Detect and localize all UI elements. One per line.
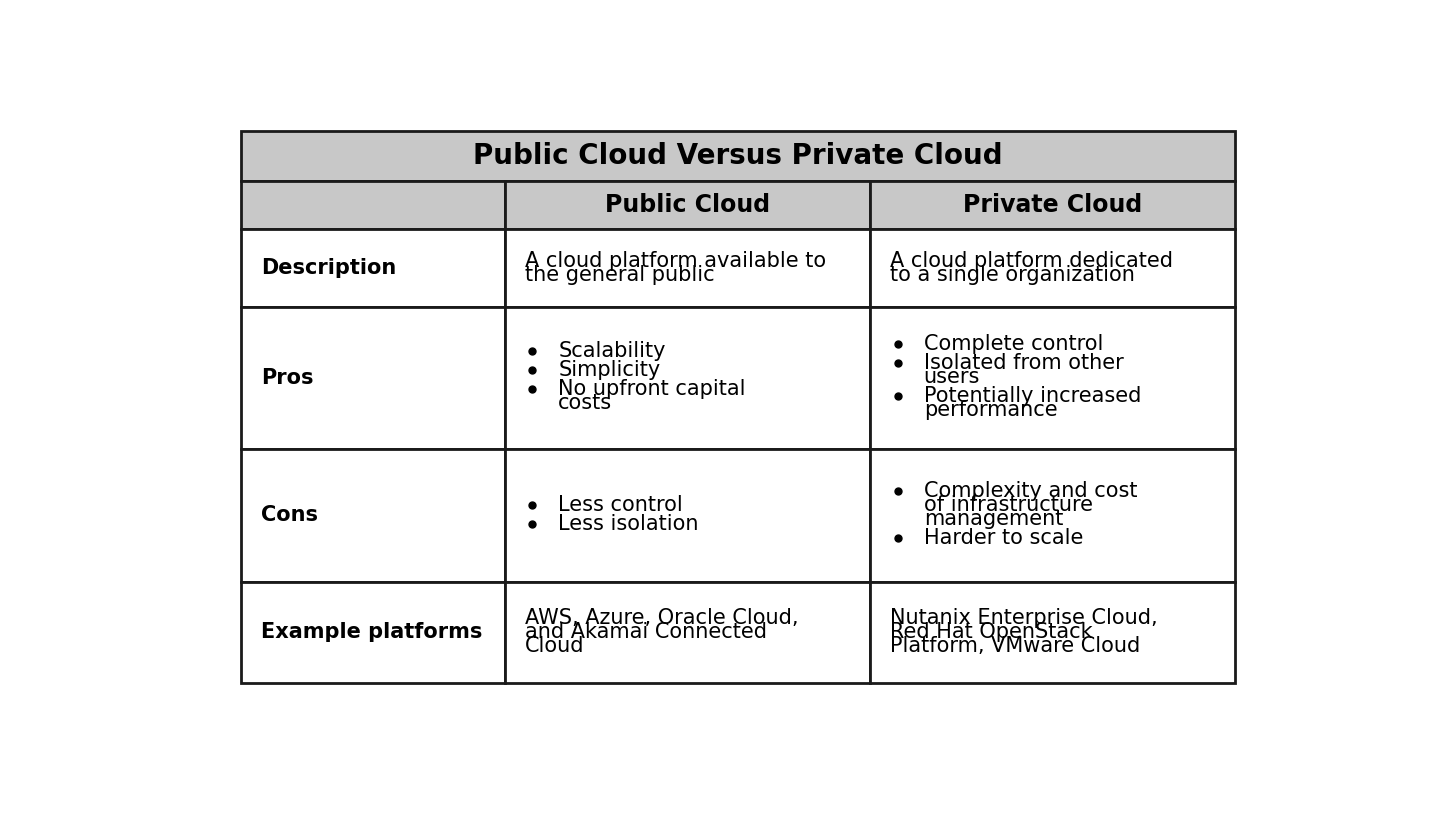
Text: the general public: the general public <box>524 265 714 285</box>
Text: management: management <box>923 510 1063 529</box>
Bar <box>504 229 870 307</box>
Bar <box>870 181 1234 229</box>
Text: Harder to scale: Harder to scale <box>923 529 1083 548</box>
Bar <box>242 229 504 307</box>
Text: Potentially increased: Potentially increased <box>923 386 1140 406</box>
Text: AWS, Azure, Oracle Cloud,: AWS, Azure, Oracle Cloud, <box>524 609 798 629</box>
Bar <box>504 181 870 229</box>
Text: performance: performance <box>923 400 1057 420</box>
Text: Example platforms: Example platforms <box>262 623 482 643</box>
Text: Private Cloud: Private Cloud <box>963 193 1142 217</box>
Text: No upfront capital: No upfront capital <box>559 379 746 399</box>
Text: to a single organization: to a single organization <box>890 265 1135 285</box>
Text: Less isolation: Less isolation <box>559 515 698 534</box>
Text: Cons: Cons <box>262 506 318 525</box>
Text: A cloud platform dedicated: A cloud platform dedicated <box>890 251 1174 271</box>
Bar <box>870 449 1234 582</box>
Text: Public Cloud Versus Private Cloud: Public Cloud Versus Private Cloud <box>474 142 1002 170</box>
Text: Nutanix Enterprise Cloud,: Nutanix Enterprise Cloud, <box>890 609 1158 629</box>
Bar <box>504 582 870 683</box>
Text: of infrastructure: of infrastructure <box>923 496 1093 515</box>
Bar <box>242 181 504 229</box>
Text: costs: costs <box>559 393 612 413</box>
Text: Less control: Less control <box>559 496 683 515</box>
Text: Scalability: Scalability <box>559 341 665 361</box>
Text: Red Hat OpenStack: Red Hat OpenStack <box>890 623 1093 643</box>
Text: Complexity and cost: Complexity and cost <box>923 482 1138 501</box>
Text: Description: Description <box>262 258 396 278</box>
Bar <box>242 582 504 683</box>
Text: Pros: Pros <box>262 368 314 387</box>
Bar <box>504 307 870 449</box>
Bar <box>242 131 1234 181</box>
Text: users: users <box>923 367 981 387</box>
Bar <box>242 449 504 582</box>
Text: Cloud: Cloud <box>524 636 585 657</box>
Text: A cloud platform available to: A cloud platform available to <box>524 251 825 271</box>
Bar <box>870 229 1234 307</box>
Bar <box>870 582 1234 683</box>
Text: Complete control: Complete control <box>923 335 1103 354</box>
Text: Public Cloud: Public Cloud <box>605 193 770 217</box>
Text: Platform, VMware Cloud: Platform, VMware Cloud <box>890 636 1140 657</box>
Bar <box>870 307 1234 449</box>
Text: Isolated from other: Isolated from other <box>923 353 1123 373</box>
Text: and Akamai Connected: and Akamai Connected <box>524 623 766 643</box>
Bar <box>242 307 504 449</box>
Bar <box>504 449 870 582</box>
Text: Simplicity: Simplicity <box>559 360 661 380</box>
